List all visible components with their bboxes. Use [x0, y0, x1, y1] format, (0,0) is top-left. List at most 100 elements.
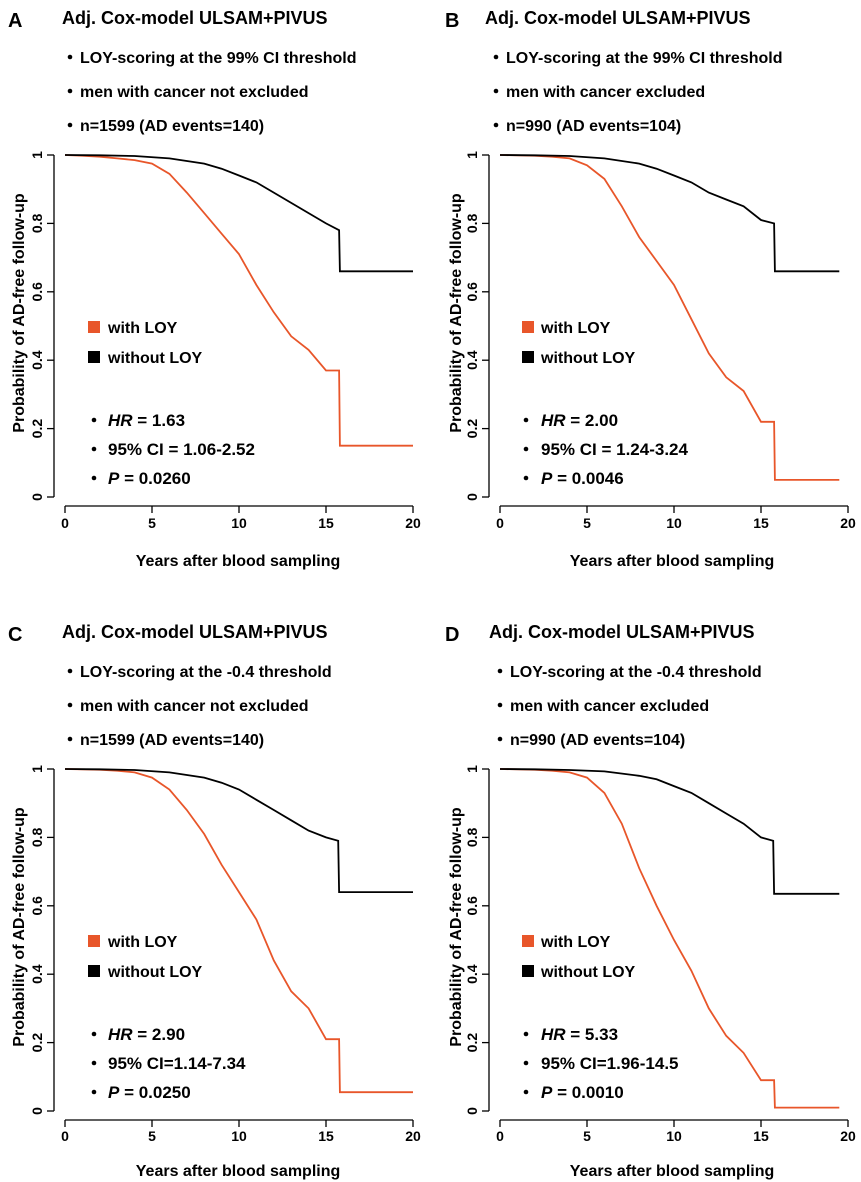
p-number: = 0.0046 — [552, 469, 623, 488]
y-tick-label: 0.8 — [29, 827, 45, 847]
y-tick-label: 0.4 — [29, 964, 45, 984]
bullet-dot — [91, 1060, 97, 1066]
legend-swatch-without-loy — [522, 965, 534, 977]
bullet-dot — [493, 88, 499, 94]
y-tick-label: 1 — [29, 765, 45, 773]
axes: 0 5 10 15 20 0 0.2 0.4 0.6 0.8 1 — [464, 151, 856, 531]
panel-letter: D — [445, 624, 459, 646]
curve-with-loy — [499, 154, 840, 481]
y-tick-label: 1 — [29, 151, 45, 159]
y-tick-label: 0.4 — [29, 350, 45, 370]
bullet-dot — [91, 417, 97, 423]
p-value: P = 0.0250 — [108, 1083, 191, 1102]
x-tick-label: 20 — [405, 515, 421, 531]
x-tick-label: 20 — [405, 1128, 421, 1144]
curve-with-loy — [64, 154, 413, 447]
y-tick-label: 0.6 — [29, 896, 45, 916]
p-number: = 0.0250 — [119, 1083, 190, 1102]
p-number: = 0.0260 — [119, 469, 190, 488]
y-tick-label: 0.4 — [464, 350, 480, 370]
note-line-1: LOY-scoring at the 99% CI threshold — [506, 50, 783, 67]
curve-without-loy — [499, 154, 840, 273]
y-axis-label: Probability of AD-free follow-up — [11, 807, 28, 1047]
y-tick-label: 0.6 — [464, 282, 480, 302]
chart-title: Adj. Cox-model ULSAM+PIVUS — [62, 8, 328, 28]
x-tick-label: 0 — [496, 1128, 504, 1144]
y-tick-label: 1 — [464, 765, 480, 773]
bullet-dot — [91, 1031, 97, 1037]
legend-swatch-without-loy — [522, 351, 534, 363]
panel-d: D Adj. Cox-model ULSAM+PIVUS LOY-scoring… — [445, 622, 856, 1180]
bullet-dot — [91, 475, 97, 481]
confidence-interval: 95% CI=1.14-7.34 — [108, 1054, 246, 1073]
bullet-dot — [493, 54, 499, 60]
chart-title: Adj. Cox-model ULSAM+PIVUS — [485, 8, 751, 28]
bullet-dot — [523, 1060, 529, 1066]
hr-value: = 1.63 — [133, 411, 185, 430]
y-tick-label: 0.2 — [29, 1033, 45, 1053]
curve-with-loy — [499, 768, 840, 1109]
p-number: = 0.0010 — [552, 1083, 623, 1102]
note-line-3: n=990 (AD events=104) — [506, 118, 681, 135]
bullet-dot — [67, 88, 73, 94]
legend-swatch-with-loy — [88, 935, 100, 947]
axes: 0 5 10 15 20 0 0.2 0.4 0.6 0.8 1 — [464, 765, 856, 1144]
p-label: P — [541, 1083, 553, 1102]
panel-letter: A — [8, 10, 22, 32]
x-tick-label: 20 — [840, 515, 856, 531]
legend-swatch-without-loy — [88, 351, 100, 363]
curves — [64, 154, 413, 447]
note-line-3: n=1599 (AD events=140) — [80, 732, 264, 749]
bullet-dot — [91, 1089, 97, 1095]
y-axis-label: Probability of AD-free follow-up — [448, 193, 465, 433]
bullet-dot — [67, 122, 73, 128]
y-tick-label: 0 — [29, 493, 45, 501]
note-line-3: n=1599 (AD events=140) — [80, 118, 264, 135]
hr-value: = 5.33 — [566, 1025, 618, 1044]
y-tick-label: 0.4 — [464, 964, 480, 984]
hazard-ratio: HR = 1.63 — [108, 411, 185, 430]
x-tick-label: 15 — [753, 1128, 769, 1144]
x-axis-label: Years after blood sampling — [570, 553, 775, 570]
y-tick-label: 0.2 — [464, 419, 480, 439]
y-tick-label: 0.8 — [464, 213, 480, 233]
note-line-1: LOY-scoring at the 99% CI threshold — [80, 50, 357, 67]
curve-without-loy — [64, 768, 413, 894]
curve-without-loy — [64, 154, 413, 273]
x-tick-label: 15 — [318, 515, 334, 531]
x-tick-label: 5 — [583, 515, 591, 531]
hazard-ratio: HR = 2.90 — [108, 1025, 185, 1044]
p-value: P = 0.0046 — [541, 469, 624, 488]
x-tick-label: 15 — [318, 1128, 334, 1144]
bullet-dot — [91, 446, 97, 452]
p-value: P = 0.0010 — [541, 1083, 624, 1102]
bullet-dot — [497, 668, 503, 674]
p-value: P = 0.0260 — [108, 469, 191, 488]
bullet-dot — [523, 417, 529, 423]
y-tick-label: 0.2 — [29, 419, 45, 439]
x-tick-label: 5 — [148, 1128, 156, 1144]
axes: 0 5 10 15 20 0 0.2 0.4 0.6 0.8 1 — [29, 151, 421, 531]
y-tick-label: 0.6 — [29, 282, 45, 302]
hazard-ratio: HR = 2.00 — [541, 411, 618, 430]
bullet-dot — [67, 54, 73, 60]
panel-c: C Adj. Cox-model ULSAM+PIVUS LOY-scoring… — [8, 622, 421, 1180]
x-tick-label: 5 — [148, 515, 156, 531]
legend-without-loy: without LOY — [540, 350, 636, 367]
note-line-1: LOY-scoring at the -0.4 threshold — [80, 664, 332, 681]
x-tick-label: 5 — [583, 1128, 591, 1144]
legend-swatch-with-loy — [522, 321, 534, 333]
y-tick-label: 0 — [464, 493, 480, 501]
legend-without-loy: without LOY — [540, 964, 636, 981]
legend-with-loy: with LOY — [540, 934, 611, 951]
legend-without-loy: without LOY — [107, 350, 203, 367]
hr-value: = 2.00 — [566, 411, 618, 430]
note-line-2: men with cancer excluded — [510, 698, 709, 715]
bullet-dot — [523, 1089, 529, 1095]
chart-title: Adj. Cox-model ULSAM+PIVUS — [62, 622, 328, 642]
x-tick-label: 0 — [61, 1128, 69, 1144]
y-tick-label: 0.2 — [464, 1033, 480, 1053]
legend-swatch-without-loy — [88, 965, 100, 977]
legend-swatch-with-loy — [522, 935, 534, 947]
